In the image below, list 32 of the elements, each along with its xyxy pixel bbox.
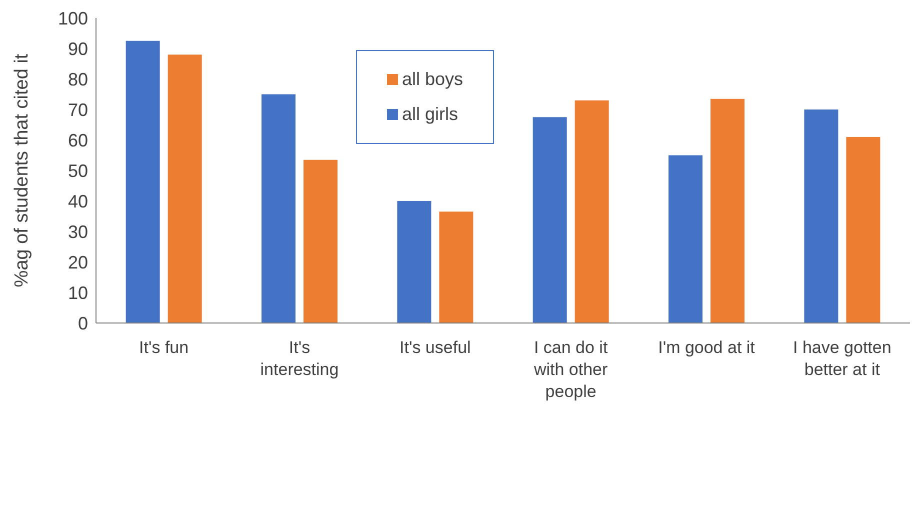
bar [304,160,338,323]
bar [126,40,160,323]
x-tick-label: It's useful [400,338,471,357]
legend-label: all girls [402,104,458,125]
legend-label: all boys [402,69,464,90]
y-tick-label: 90 [68,38,88,59]
y-tick-label: 10 [68,282,88,303]
bar [262,94,296,323]
bar [439,212,474,323]
bar [668,155,703,323]
bar [168,54,202,323]
y-tick-label: 0 [78,313,88,334]
y-tick-label: 60 [68,130,88,150]
bar [574,100,609,323]
bar [532,117,567,323]
bar [846,136,880,323]
y-axis-title: %ag of students that cited it [12,53,33,288]
y-tick-label: 70 [68,100,88,120]
y-tick-label: 30 [68,222,88,242]
y-tick-label: 80 [68,69,88,90]
y-tick-label: 40 [68,191,88,212]
bar [710,98,745,323]
x-tick-label: It's fun [139,338,189,357]
y-tick-label: 100 [58,8,88,28]
y-tick-label: 20 [68,252,88,272]
bar [397,201,432,323]
x-tick-label: I have gotten better at it [793,338,892,379]
y-tick-label: 50 [68,160,88,181]
x-tick-label: It's interesting [260,338,339,379]
x-tick-label: I can do it with other people [532,338,608,401]
bar [804,110,838,323]
x-tick-label: I'm good at it [658,338,756,357]
